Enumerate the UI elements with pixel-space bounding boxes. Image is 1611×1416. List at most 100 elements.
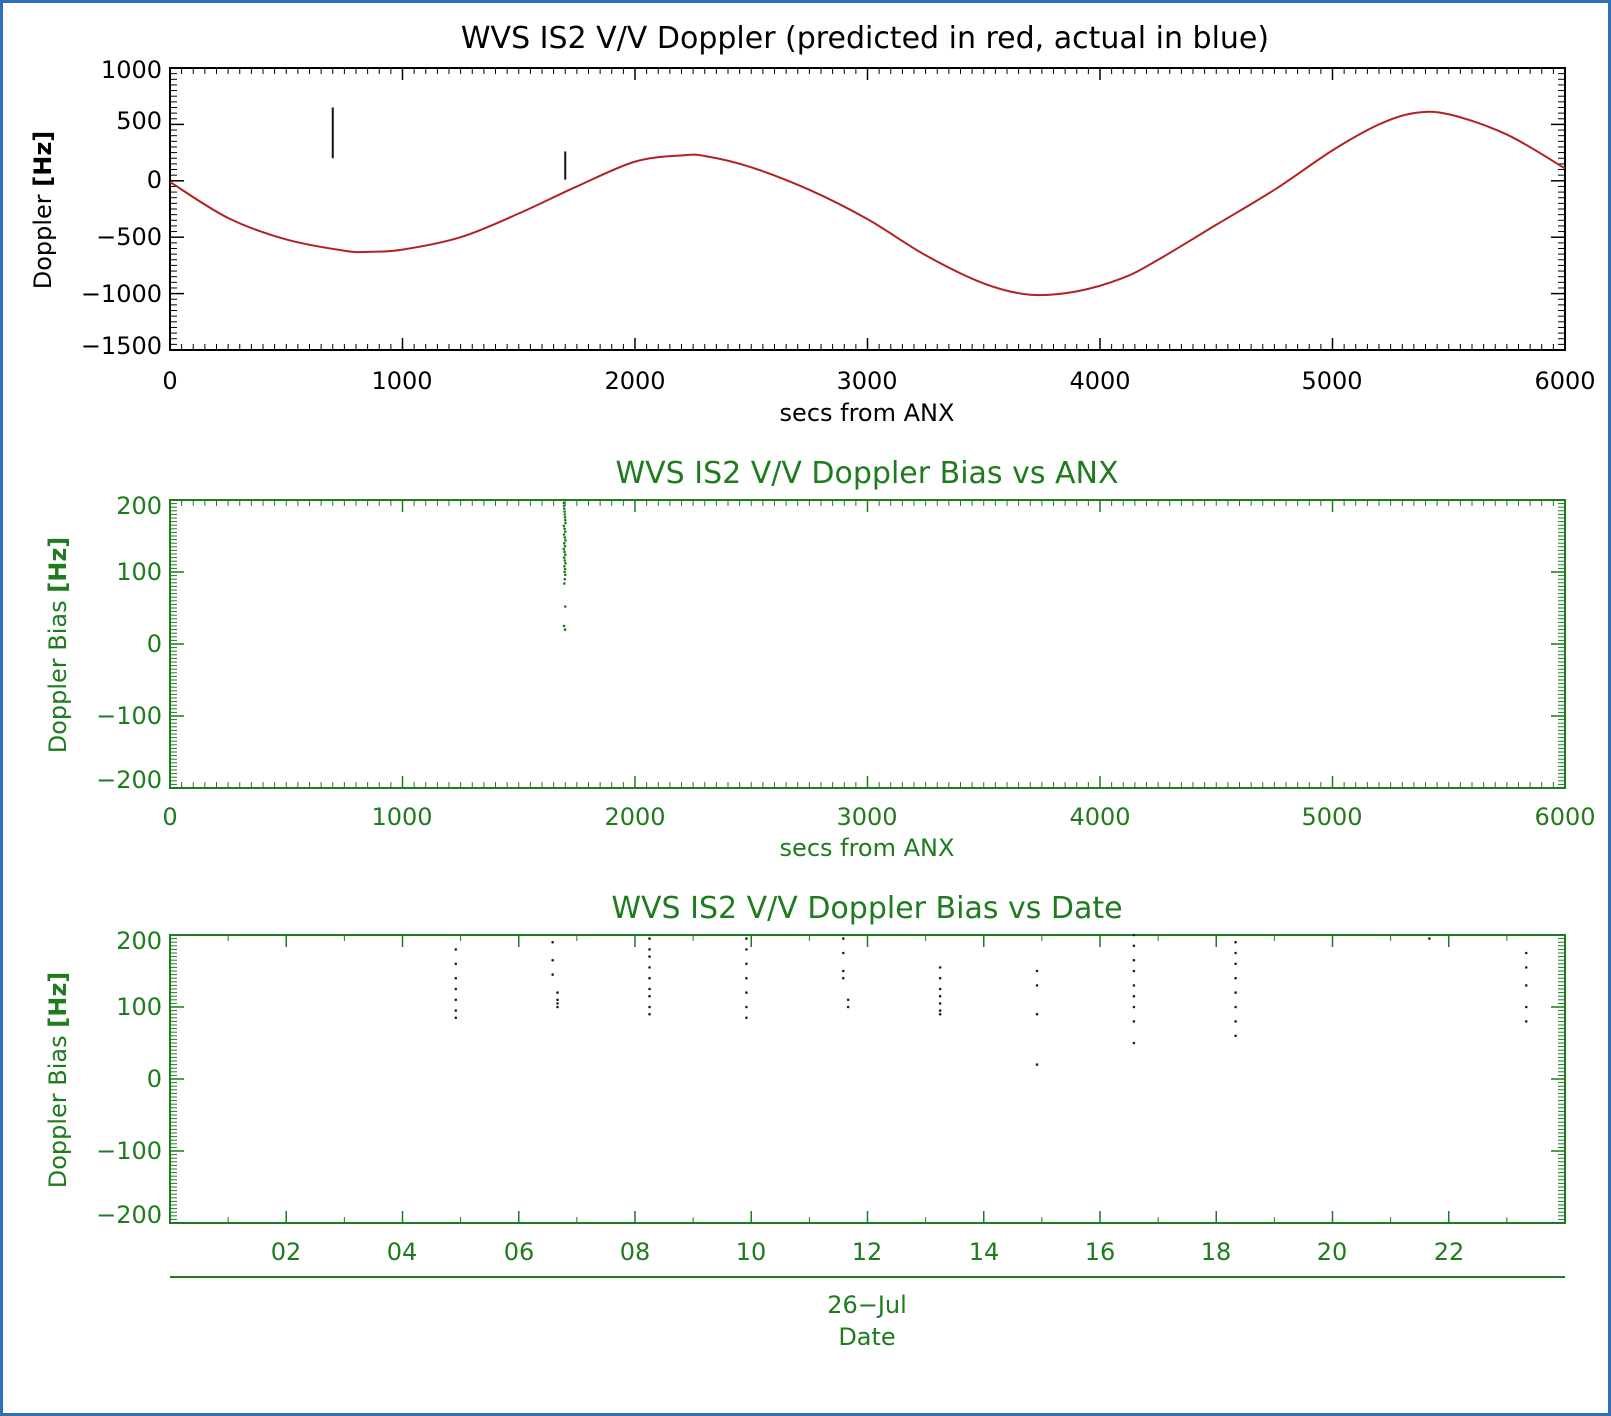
data-point: [454, 948, 458, 951]
panel2-y-axis-label: Doppler Bias [Hz]: [44, 537, 72, 754]
data-point: [1035, 984, 1039, 987]
data-point: [556, 998, 559, 1002]
data-point: [745, 962, 748, 966]
x-tick-label: 12: [852, 1238, 883, 1266]
data-point: [1524, 1005, 1528, 1009]
data-point: [1234, 951, 1237, 955]
panel1-axis-ticks: [169, 67, 1566, 351]
x-tick-label: 3000: [836, 803, 897, 831]
data-point: [841, 969, 845, 973]
data-point: [563, 510, 566, 513]
data-point: [454, 998, 458, 1002]
panel2-data: [562, 498, 567, 631]
data-point: [1524, 951, 1528, 955]
data-point: [745, 937, 748, 940]
data-point: [564, 521, 567, 525]
y-tick-label: 0: [147, 166, 162, 194]
panel2-title: WVS IS2 V/V Doppler Bias vs ANX: [615, 456, 1118, 491]
data-point: [1234, 1005, 1237, 1009]
panel1-y-axis-label: Doppler [Hz]: [29, 131, 57, 290]
data-point: [454, 976, 458, 980]
data-point: [846, 1005, 850, 1009]
x-tick-label: 5000: [1301, 803, 1362, 831]
data-point: [563, 628, 567, 631]
data-point: [562, 547, 566, 551]
data-point: [454, 1016, 458, 1020]
data-point: [1132, 994, 1136, 998]
y-tick-label: −200: [96, 1201, 162, 1229]
y-tick-label: 0: [147, 1065, 162, 1093]
panel-bias-vs-anx: WVS IS2 V/V Doppler Bias vs ANX 0 1000 2…: [44, 456, 1596, 862]
x-tick-label: 6000: [1534, 803, 1595, 831]
data-point: [1524, 984, 1528, 987]
data-point: [1035, 1012, 1039, 1016]
y-tick-label: 200: [116, 492, 162, 520]
data-point: [1035, 1063, 1039, 1066]
panel-bias-vs-date: WVS IS2 V/V Doppler Bias vs Date 02 04 0…: [44, 891, 1566, 1351]
panel3-date-label: 26−Jul: [827, 1291, 907, 1319]
data-point: [563, 577, 567, 581]
panel2-axis-ticks: [169, 499, 1566, 789]
x-tick-label: 0: [162, 803, 177, 831]
data-point: [648, 937, 651, 940]
data-point: [454, 1009, 458, 1012]
panel1-plot-box: [169, 67, 1566, 351]
x-tick-label: 22: [1434, 1238, 1465, 1266]
data-point: [1234, 962, 1237, 966]
data-point: [841, 976, 845, 980]
data-point: [648, 976, 651, 980]
y-tick-label: −1000: [81, 280, 162, 308]
data-point: [1132, 958, 1136, 962]
x-tick-label: 10: [736, 1238, 767, 1266]
x-tick-label: 1000: [371, 367, 432, 395]
data-point: [1524, 1020, 1528, 1023]
x-tick-label: 16: [1085, 1238, 1116, 1266]
panel3-y-axis-label-unit: [Hz]: [44, 972, 72, 1028]
data-point: [1234, 976, 1237, 980]
data-point: [938, 987, 942, 991]
panel3-title: WVS IS2 V/V Doppler Bias vs Date: [611, 891, 1122, 926]
panel3-x-axis-label: Date: [838, 1323, 895, 1351]
x-tick-label: 3000: [836, 367, 897, 395]
panel3-plot-box: [169, 934, 1566, 1224]
data-point: [564, 562, 567, 565]
data-point: [562, 504, 566, 508]
panel2-x-tick-labels: 0 1000 2000 3000 4000 5000 6000: [162, 803, 1595, 831]
y-tick-label: −200: [96, 766, 162, 794]
data-point: [1524, 966, 1528, 969]
panel2-y-axis-label-main: Doppler Bias: [44, 593, 72, 754]
data-point: [551, 958, 554, 962]
y-tick-label: −100: [96, 1137, 162, 1165]
x-tick-label: 2000: [604, 803, 665, 831]
panel3-x-tick-labels: 02 04 06 08 10 12 14 16 18 20 22: [271, 1238, 1465, 1266]
data-point: [563, 567, 567, 571]
x-tick-label: 04: [387, 1238, 418, 1266]
data-point: [563, 564, 566, 568]
data-point: [556, 1005, 559, 1009]
data-point: [648, 994, 651, 998]
panel2-x-axis-label: secs from ANX: [780, 834, 955, 862]
series-predicted-line: [169, 110, 1566, 297]
x-tick-label: 08: [620, 1238, 651, 1266]
data-point: [1428, 937, 1431, 940]
x-tick-label: 06: [504, 1238, 535, 1266]
data-point: [745, 976, 748, 980]
panel1-y-tick-labels: 1000 500 0 −500 −1000 −1500: [81, 56, 162, 360]
panel1-y-axis-label-unit: [Hz]: [29, 131, 57, 187]
data-point: [563, 553, 567, 557]
data-point: [563, 544, 567, 548]
data-point: [648, 948, 651, 951]
data-point: [563, 507, 566, 510]
data-point: [1132, 933, 1136, 937]
data-point: [564, 539, 567, 542]
data-point: [938, 966, 942, 969]
data-point: [841, 951, 845, 955]
panel3-y-axis-label: Doppler Bias [Hz]: [44, 972, 72, 1189]
data-point: [938, 1012, 942, 1016]
data-point: [556, 1002, 559, 1005]
x-tick-label: 6000: [1534, 367, 1595, 395]
y-tick-label: −1500: [81, 332, 162, 360]
data-point: [938, 1002, 942, 1005]
data-point: [562, 501, 566, 505]
